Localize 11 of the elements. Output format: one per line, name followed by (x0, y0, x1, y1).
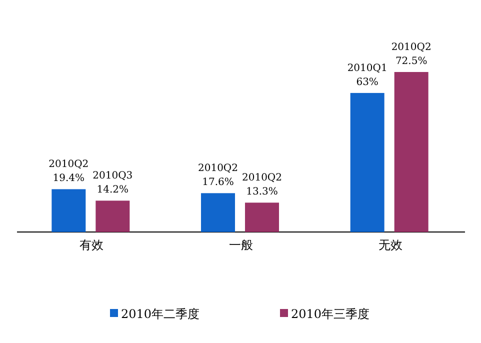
data-label: 2010Q2 13.3% (242, 172, 282, 198)
data-label: 2010Q3 14.2% (92, 170, 133, 196)
x-tick-label: 一般 (229, 238, 253, 252)
data-label: 2010Q1 63% (347, 62, 388, 88)
data-label: 2010Q2 17.6% (198, 163, 238, 188)
x-tick-label: 有效 (80, 238, 104, 252)
legend-label: 2010年三季度 (291, 307, 370, 321)
legend-label: 2010年二季度 (121, 307, 200, 321)
x-tick-label: 无效 (378, 238, 402, 252)
data-label: 2010Q2 72.5% (391, 42, 432, 67)
data-label: 2010Q2 19.4% (48, 159, 89, 184)
